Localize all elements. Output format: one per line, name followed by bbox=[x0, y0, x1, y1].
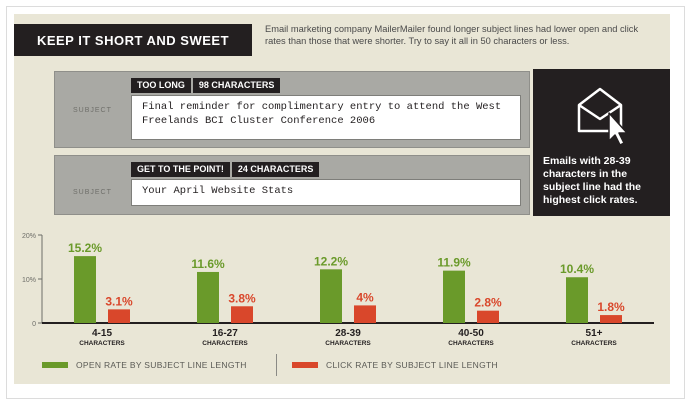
y-tick-label: 0 bbox=[32, 321, 36, 328]
open-rate-bar bbox=[320, 269, 342, 323]
click-rate-bar bbox=[231, 306, 253, 323]
infographic-title: KEEP IT SHORT AND SWEET bbox=[14, 24, 252, 56]
click-rate-label: 3.8% bbox=[228, 291, 256, 305]
category-sublabel: CHARACTERS bbox=[448, 340, 494, 347]
legend-open-label: OPEN RATE BY SUBJECT LINE LENGTH bbox=[76, 360, 247, 370]
click-rate-label: 1.8% bbox=[597, 300, 625, 314]
legend-click-swatch bbox=[292, 362, 318, 368]
category-label: 4-15 bbox=[92, 328, 112, 339]
category-label: 16-27 bbox=[212, 328, 238, 339]
open-rate-bar bbox=[197, 271, 219, 323]
subject-label: SUBJECT bbox=[73, 107, 112, 114]
open-rate-label: 10.4% bbox=[560, 262, 594, 276]
short-subject-example: SUBJECT GET TO THE POINT! 24 CHARACTERS … bbox=[54, 155, 530, 215]
legend-open-swatch bbox=[42, 362, 68, 368]
infographic: KEEP IT SHORT AND SWEET Email marketing … bbox=[14, 14, 670, 384]
category-sublabel: CHARACTERS bbox=[325, 340, 371, 347]
click-rate-bar bbox=[354, 305, 376, 323]
intro-text: Email marketing company MailerMailer fou… bbox=[265, 24, 639, 46]
category-sublabel: CHARACTERS bbox=[202, 340, 248, 347]
get-to-the-point-tag: GET TO THE POINT! bbox=[131, 162, 230, 177]
legend-open-rate: OPEN RATE BY SUBJECT LINE LENGTH bbox=[42, 358, 247, 372]
category-label: 51+ bbox=[586, 328, 603, 339]
click-rate-label: 4% bbox=[356, 290, 374, 304]
subject-line-text: Final reminder for complimentary entry t… bbox=[131, 95, 521, 140]
open-rate-label: 11.9% bbox=[437, 256, 471, 270]
click-rate-bar bbox=[600, 315, 622, 323]
category-sublabel: CHARACTERS bbox=[571, 340, 617, 347]
legend-divider bbox=[276, 354, 277, 376]
highlight-box: Emails with 28-39 characters in the subj… bbox=[533, 69, 670, 216]
y-tick-label: 10% bbox=[22, 277, 36, 284]
subject-line-text: Your April Website Stats bbox=[131, 179, 521, 206]
highlight-text: Emails with 28-39 characters in the subj… bbox=[543, 155, 642, 206]
too-long-tag: TOO LONG bbox=[131, 78, 191, 93]
character-count-tag: 24 CHARACTERS bbox=[231, 162, 320, 177]
open-rate-bar bbox=[566, 277, 588, 323]
y-tick-label: 20% bbox=[22, 233, 36, 240]
legend-click-rate: CLICK RATE BY SUBJECT LINE LENGTH bbox=[292, 358, 498, 372]
open-rate-bar bbox=[74, 256, 96, 323]
category-sublabel: CHARACTERS bbox=[79, 340, 125, 347]
open-rate-label: 12.2% bbox=[314, 254, 348, 268]
character-count-tag: 98 CHARACTERS bbox=[192, 78, 281, 93]
category-label: 40-50 bbox=[458, 328, 484, 339]
subject-label: SUBJECT bbox=[73, 189, 112, 196]
legend-click-label: CLICK RATE BY SUBJECT LINE LENGTH bbox=[326, 360, 498, 370]
click-rate-label: 3.1% bbox=[105, 294, 133, 308]
rate-bar-chart: 010%20%15.2%3.1%4-15CHARACTERS11.6%3.8%1… bbox=[22, 233, 654, 347]
click-rate-bar bbox=[108, 309, 130, 323]
open-rate-label: 15.2% bbox=[68, 241, 102, 255]
open-rate-bar bbox=[443, 270, 465, 323]
long-subject-example: SUBJECT TOO LONG 98 CHARACTERS Final rem… bbox=[54, 71, 530, 148]
click-rate-bar bbox=[477, 310, 499, 323]
click-rate-label: 2.8% bbox=[474, 296, 502, 310]
open-rate-label: 11.6% bbox=[191, 257, 225, 271]
envelope-cursor-icon bbox=[577, 87, 628, 146]
category-label: 28-39 bbox=[335, 328, 361, 339]
